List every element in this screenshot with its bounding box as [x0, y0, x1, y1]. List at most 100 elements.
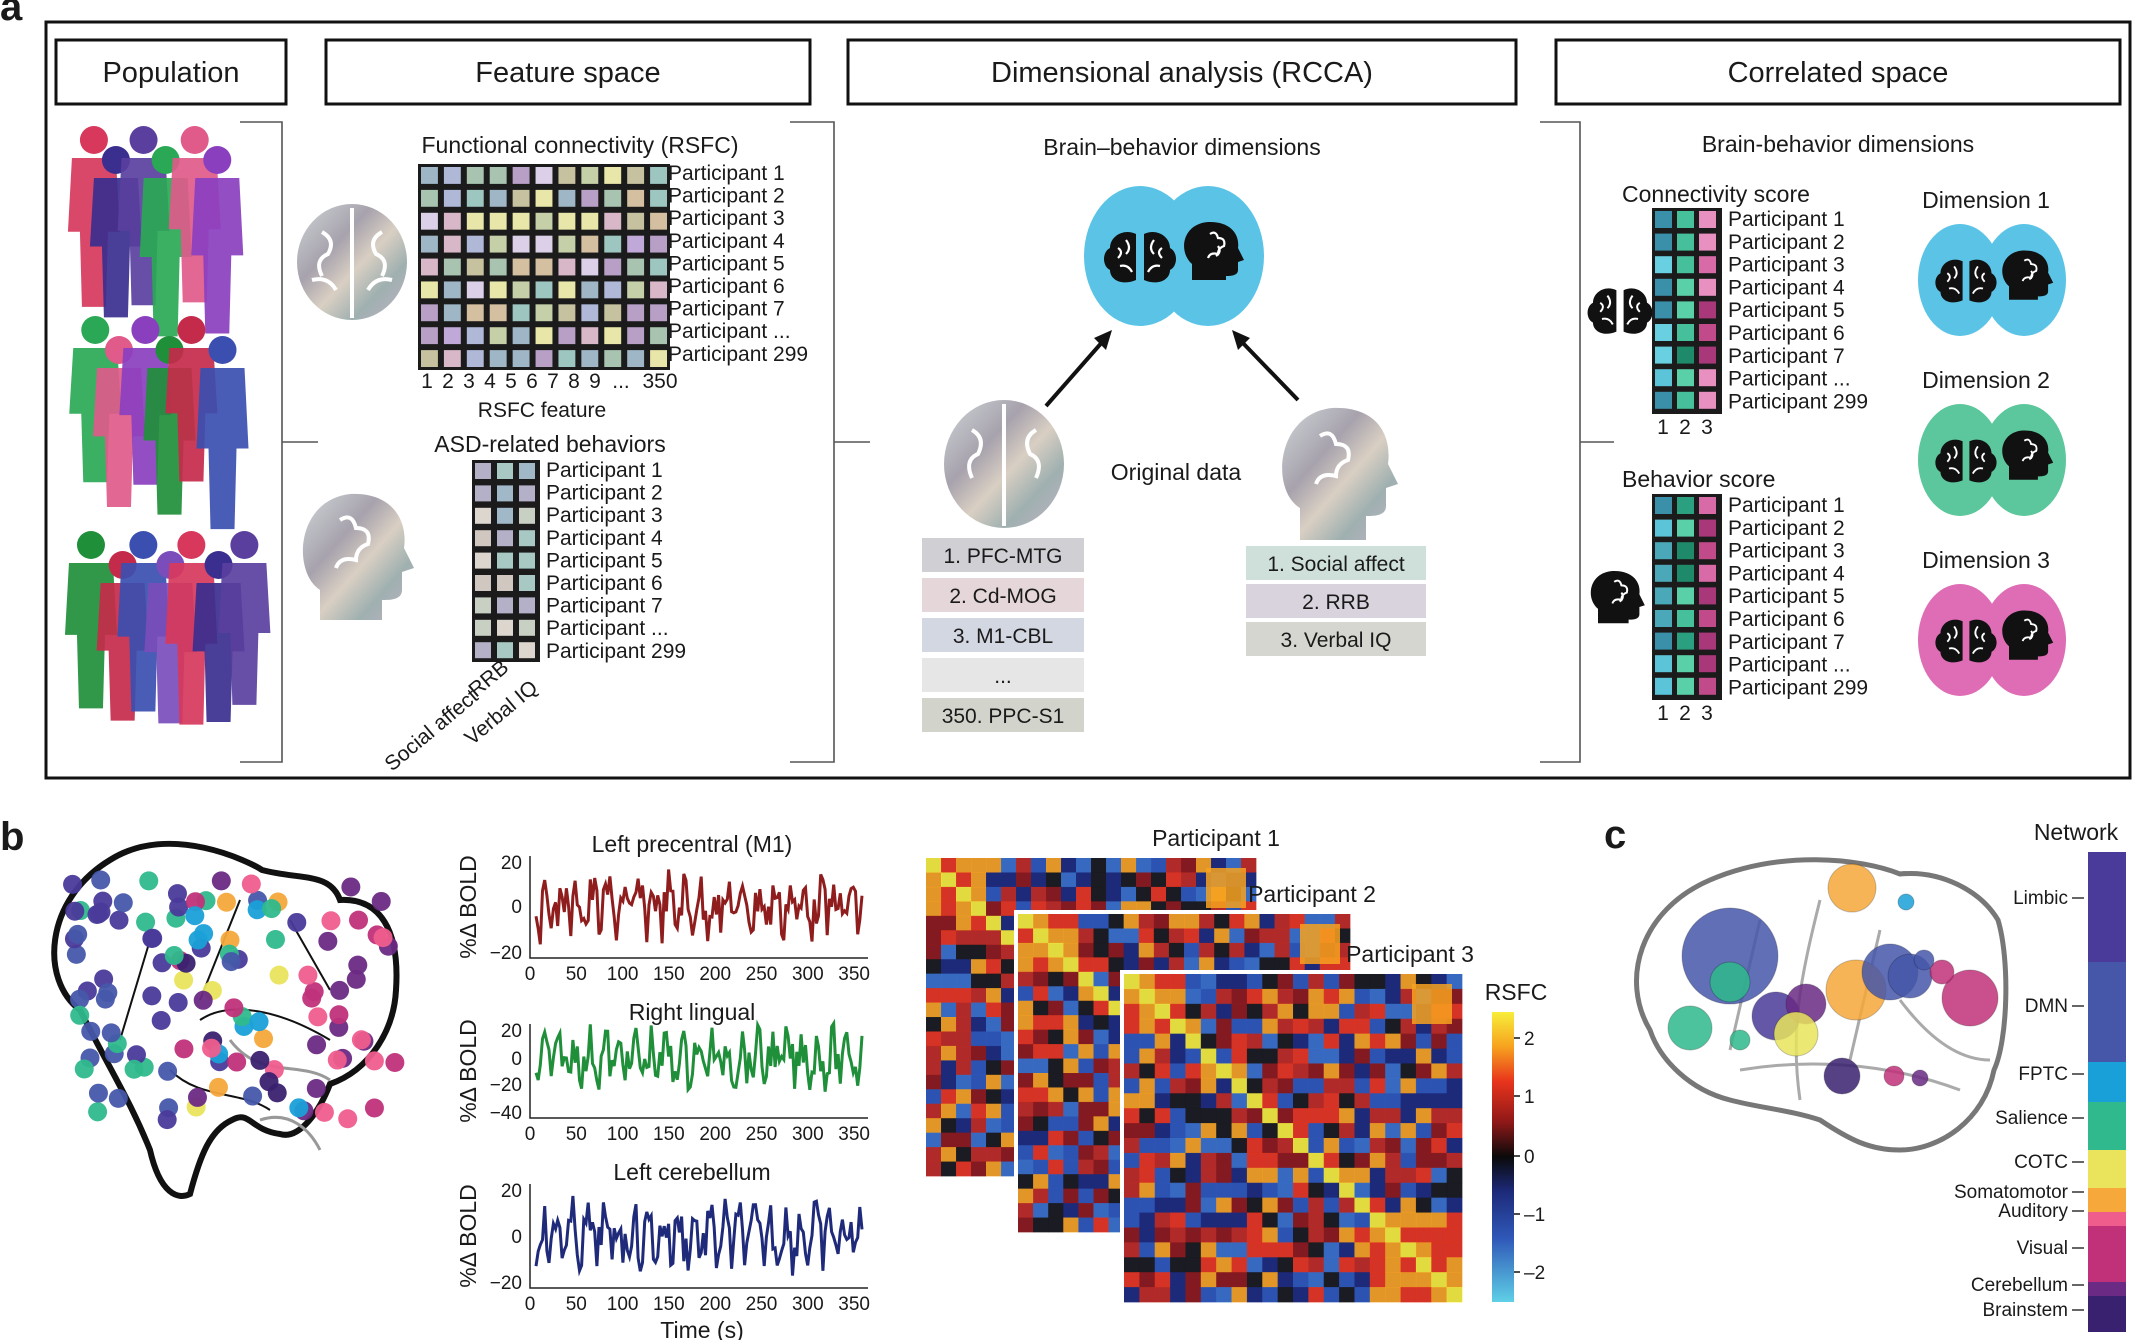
behavior-participant-label: Participant 6: [546, 572, 663, 595]
matrix-cell: [971, 872, 987, 888]
matrix-cell: [941, 944, 957, 960]
score-participant-label: Participant 2: [1728, 231, 1845, 254]
rsfc-cell: [489, 212, 507, 230]
matrix-cell: [1231, 1242, 1248, 1258]
matrix-cell: [1277, 1212, 1294, 1228]
brain-node: [158, 1061, 178, 1081]
matrix-cell: [1093, 942, 1109, 958]
trace-xtick: 350: [838, 1294, 870, 1315]
matrix-cell: [1262, 1003, 1279, 1020]
panel-letter-a: a: [0, 0, 23, 29]
matrix-cell: [956, 1045, 972, 1061]
matrix-cell: [926, 1060, 942, 1076]
matrix-cell: [1200, 1167, 1217, 1184]
matrix-cell: [1033, 1073, 1049, 1088]
behavior-box: [1246, 546, 1426, 580]
matrix-cell: [1170, 1212, 1186, 1228]
colorbar-tick-label: 2: [1524, 1029, 1535, 1050]
trace-ytick: 20: [501, 1181, 522, 1202]
matrix-cell: [1369, 1197, 1386, 1213]
matrix-cell: [1048, 1130, 1064, 1146]
behavior-list: 1. Social affect 2. RRB 3. Verbal IQ: [1246, 546, 1426, 656]
matrix-cell: [1048, 986, 1064, 1002]
matrix-cell: [1431, 1093, 1448, 1109]
matrix-cell: [1216, 1138, 1232, 1154]
brain-node: [185, 892, 205, 912]
person-head: [177, 316, 206, 344]
matrix-cell: [1231, 1063, 1248, 1079]
matrix-cell: [1246, 1138, 1263, 1154]
matrix-cell: [1170, 1138, 1186, 1154]
matrix-cell: [1446, 1033, 1463, 1049]
matrix-cell: [1415, 1093, 1432, 1109]
matrix-cell: [1078, 986, 1094, 1002]
time-axis-label: Time (s): [660, 1317, 743, 1340]
matrix-cell: [1139, 1063, 1156, 1079]
matrix-cell: [1001, 901, 1017, 917]
matrix-cell: [1200, 1138, 1217, 1154]
matrix-cell: [1277, 1078, 1294, 1094]
matrix-cell: [1185, 1287, 1202, 1303]
rsfc-participant-label: Participant 4: [668, 230, 785, 253]
matrix-cell: [1033, 1130, 1049, 1146]
panel-letter-b: b: [0, 815, 24, 859]
matrix-cell: [941, 930, 957, 946]
matrix-cell: [1323, 1093, 1340, 1109]
matrix-cell: [1170, 1003, 1186, 1020]
matrix-cell: [1415, 1227, 1432, 1243]
bracket-feature: [790, 121, 870, 763]
matrix-cell: [1139, 1287, 1156, 1303]
matrix-cell: [1246, 1272, 1263, 1288]
rsfc-cell: [558, 258, 576, 276]
matrix-cell: [1214, 942, 1230, 958]
score-cell: [1699, 655, 1716, 673]
matrix-cell: [1277, 1272, 1294, 1288]
matrix-cell: [1018, 1145, 1034, 1161]
person-body: [191, 178, 244, 334]
behavior-participant-label: Participant 2: [546, 482, 663, 505]
matrix-cell: [1400, 1272, 1417, 1288]
network-legend-label: FPTC: [2018, 1064, 2068, 1085]
rsfc-participant-label: Participant 2: [668, 185, 785, 208]
matrix-cell: [1308, 1227, 1325, 1243]
matrix-cell: [1262, 1152, 1279, 1169]
matrix-cell: [1093, 1188, 1109, 1204]
matrix-cell: [1293, 1167, 1309, 1184]
score-cell: [1655, 677, 1672, 695]
matrix-cell: [1001, 1132, 1017, 1148]
matrix-cell: [986, 959, 1002, 975]
trace-xtick: 300: [792, 964, 824, 985]
matrix-cell: [1185, 1227, 1202, 1243]
network-node: [1897, 893, 1915, 911]
matrix-cell: [1274, 942, 1291, 958]
matrix-cell: [1016, 872, 1032, 888]
matrix-cell: [1277, 1182, 1294, 1199]
matrix-cell: [1033, 1058, 1049, 1074]
matrix-cell: [1216, 1108, 1232, 1124]
score-cell: [1655, 346, 1672, 364]
rsfc-cell: [604, 235, 622, 253]
brain-node: [66, 944, 86, 964]
matrix-cell: [1018, 1159, 1034, 1175]
matrix-cell: [1446, 1078, 1463, 1094]
rsfc-cell: [650, 189, 667, 207]
matrix-cell: [1229, 942, 1245, 958]
matrix-cell: [941, 1132, 957, 1148]
matrix-cell: [1339, 1123, 1355, 1139]
matrix-cell: [941, 1103, 957, 1119]
matrix-cell: [1181, 872, 1197, 888]
brain-node: [364, 1098, 384, 1118]
matrix-cell: [1138, 928, 1155, 944]
matrix-cell: [1431, 1152, 1448, 1169]
matrix-cell: [1170, 1093, 1186, 1109]
matrix-cell: [1339, 1242, 1355, 1258]
network-node: [1823, 1057, 1861, 1095]
matrix-cell: [986, 988, 1002, 1003]
dimension-label: Dimension 3: [1922, 547, 2050, 573]
matrix-cell: [1078, 1015, 1094, 1031]
rsfc-cell: [466, 235, 484, 253]
matrix-cell: [1093, 1217, 1109, 1233]
person-head: [81, 316, 110, 344]
matrix-cell: [1354, 1108, 1371, 1124]
